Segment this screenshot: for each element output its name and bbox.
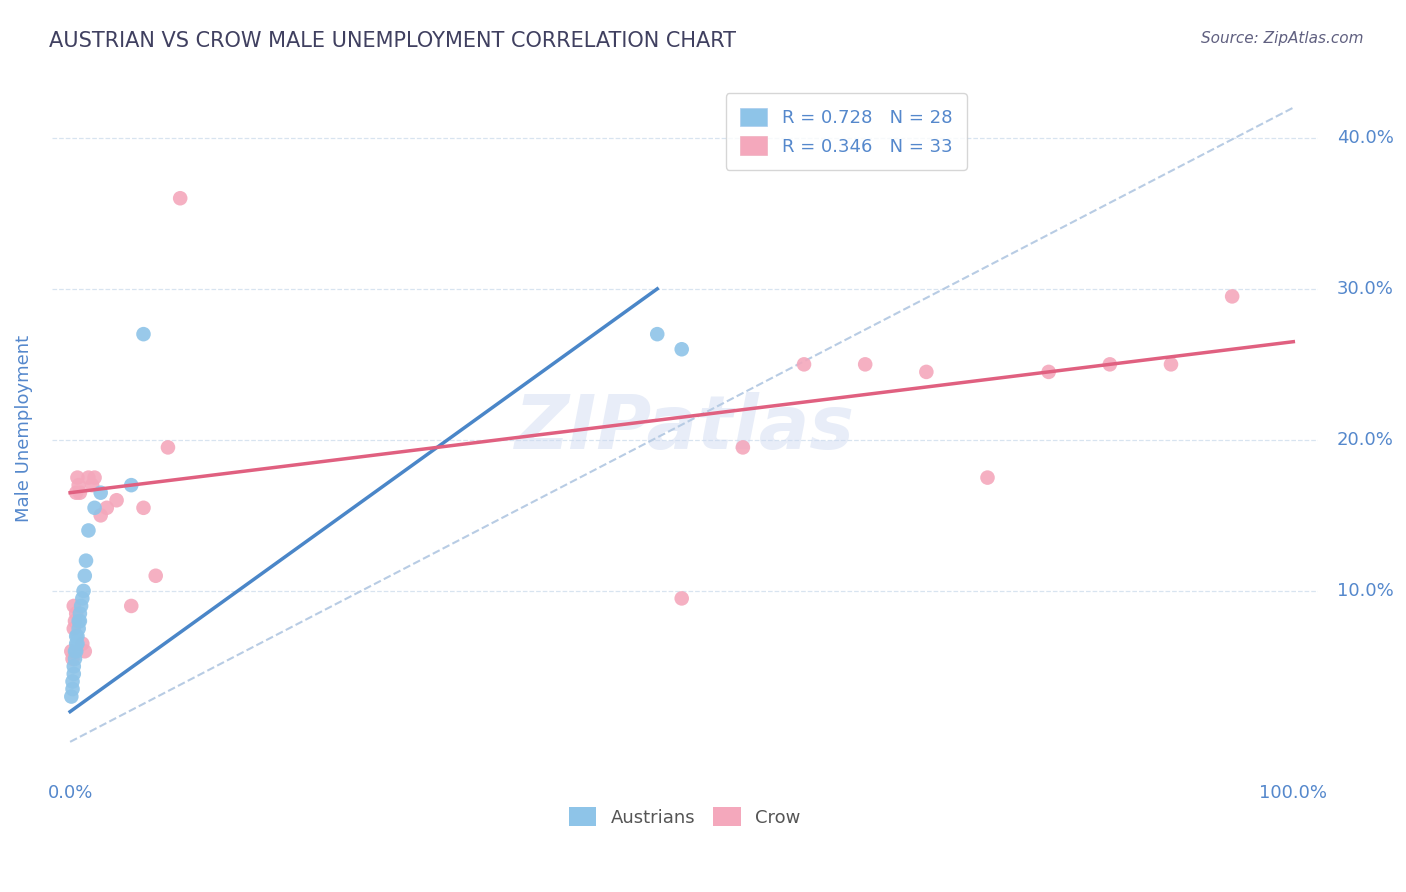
Point <box>132 500 155 515</box>
Point <box>1220 289 1243 303</box>
Point <box>1098 357 1121 371</box>
Point <box>66 629 89 643</box>
Point <box>73 568 96 582</box>
Point <box>72 591 94 606</box>
Point <box>63 614 86 628</box>
Point <box>1160 357 1182 371</box>
Text: 40.0%: 40.0% <box>1337 128 1393 147</box>
Point <box>853 357 876 371</box>
Point <box>77 524 100 538</box>
Point <box>72 637 94 651</box>
Point <box>65 485 87 500</box>
Point <box>65 629 87 643</box>
Point <box>976 470 998 484</box>
Point <box>82 478 104 492</box>
Point <box>73 644 96 658</box>
Point <box>63 652 86 666</box>
Point <box>69 607 91 621</box>
Point <box>671 591 693 606</box>
Point <box>66 637 89 651</box>
Point <box>83 470 105 484</box>
Point <box>62 652 84 666</box>
Point <box>62 622 84 636</box>
Point <box>67 622 90 636</box>
Point <box>75 554 97 568</box>
Point <box>120 599 142 613</box>
Point <box>1038 365 1060 379</box>
Point <box>77 470 100 484</box>
Point <box>65 637 87 651</box>
Point <box>72 583 94 598</box>
Point <box>671 343 693 357</box>
Point <box>65 607 87 621</box>
Point <box>62 674 84 689</box>
Point <box>62 659 84 673</box>
Text: 20.0%: 20.0% <box>1337 431 1393 449</box>
Text: AUSTRIAN VS CROW MALE UNEMPLOYMENT CORRELATION CHART: AUSTRIAN VS CROW MALE UNEMPLOYMENT CORRE… <box>49 31 737 51</box>
Point <box>66 470 89 484</box>
Point <box>156 441 179 455</box>
Point <box>132 327 155 342</box>
Point <box>62 599 84 613</box>
Point <box>90 485 112 500</box>
Point <box>645 327 668 342</box>
Point <box>169 191 191 205</box>
Point <box>65 644 87 658</box>
Point <box>90 508 112 523</box>
Point <box>915 365 938 379</box>
Point <box>145 568 167 582</box>
Point <box>83 500 105 515</box>
Point <box>105 493 128 508</box>
Text: ZIPatlas: ZIPatlas <box>515 392 855 465</box>
Point <box>62 681 84 696</box>
Text: 30.0%: 30.0% <box>1337 280 1393 298</box>
Point <box>120 478 142 492</box>
Legend: Austrians, Crow: Austrians, Crow <box>562 800 807 834</box>
Text: Source: ZipAtlas.com: Source: ZipAtlas.com <box>1201 31 1364 46</box>
Point <box>67 478 90 492</box>
Point <box>60 644 83 658</box>
Point <box>60 690 83 704</box>
Point <box>70 599 93 613</box>
Point <box>96 500 118 515</box>
Point <box>69 614 91 628</box>
Point <box>793 357 815 371</box>
Point <box>62 667 84 681</box>
Y-axis label: Male Unemployment: Male Unemployment <box>15 335 32 522</box>
Point <box>63 644 86 658</box>
Text: 10.0%: 10.0% <box>1337 582 1393 599</box>
Point <box>731 441 754 455</box>
Point <box>69 485 91 500</box>
Point <box>67 614 90 628</box>
